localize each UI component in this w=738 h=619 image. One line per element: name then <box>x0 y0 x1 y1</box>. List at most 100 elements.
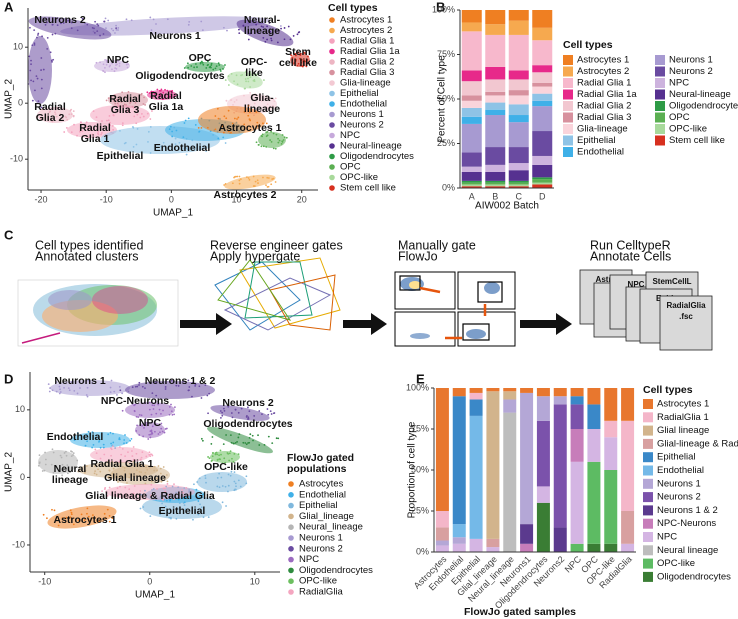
x-axis-label: UMAP_1 <box>135 590 175 601</box>
cell-dot <box>125 442 128 444</box>
legend-label: Neurons 2 <box>299 543 343 554</box>
bar-segment <box>508 147 529 164</box>
legend-swatch <box>655 101 665 111</box>
cell-dot <box>157 465 160 467</box>
cell-dot <box>210 62 213 65</box>
cell-dot <box>247 442 249 444</box>
cell-dot <box>111 62 113 65</box>
cell-dot <box>218 486 221 489</box>
cell-dot <box>41 470 44 472</box>
legend-marker <box>288 578 294 584</box>
cell-dot <box>270 413 273 415</box>
cell-dot <box>188 20 191 23</box>
cell-dot <box>131 455 134 457</box>
cell-dot <box>150 480 153 483</box>
cell-dot <box>135 415 138 418</box>
cell-dot <box>151 404 154 407</box>
bar-segment <box>461 107 482 117</box>
cell-dot <box>245 416 248 418</box>
cell-dot <box>84 444 87 447</box>
cell-dot <box>201 439 204 442</box>
bar-segment <box>536 388 550 397</box>
bar-segment <box>520 524 534 544</box>
cell-dot <box>256 29 259 31</box>
cell-dot <box>200 506 203 509</box>
cell-dot <box>70 131 73 134</box>
cell-dot <box>300 61 303 64</box>
cell-dot <box>225 99 228 102</box>
cell-dot <box>72 523 75 526</box>
cell-dot <box>149 433 152 436</box>
cell-dot <box>227 473 230 476</box>
cell-dot <box>282 139 285 141</box>
cell-dot <box>160 88 163 91</box>
bar-segment <box>485 66 506 80</box>
legend-label: Endothelial <box>577 147 624 158</box>
bar-segment <box>461 81 482 96</box>
cell-dot <box>50 463 53 466</box>
cell-dot <box>46 47 49 50</box>
bar-segment <box>461 184 482 187</box>
cell-dot <box>140 93 142 96</box>
cell-dot <box>133 485 136 487</box>
cell-cluster <box>94 60 130 72</box>
cell-dot <box>258 444 261 446</box>
cell-dot <box>224 64 226 66</box>
cell-dot <box>221 485 224 487</box>
cell-dot <box>224 79 227 81</box>
cell-dot <box>160 480 163 483</box>
cell-dot <box>267 413 270 416</box>
cell-dot <box>103 20 106 23</box>
cell-dot <box>177 498 180 501</box>
cell-dot <box>219 70 222 72</box>
cell-dot <box>237 411 240 414</box>
cell-dot <box>194 63 197 65</box>
cell-cluster <box>67 122 117 138</box>
cell-dot <box>240 407 243 410</box>
bar-segment <box>604 543 618 552</box>
legend-swatch <box>563 124 573 134</box>
legend-marker <box>329 27 335 34</box>
cell-dot <box>86 395 89 398</box>
cell-dot <box>91 514 94 517</box>
cell-dot <box>221 501 224 504</box>
cell-dot <box>163 96 166 99</box>
cell-dot <box>101 490 103 493</box>
cell-dot <box>253 102 256 105</box>
legend-label: Epithelial <box>657 452 696 463</box>
bar-segment <box>570 429 584 462</box>
cell-dot <box>138 381 141 384</box>
cell-dot <box>37 100 40 103</box>
cell-dot <box>118 385 121 388</box>
bar-segment <box>485 79 506 92</box>
bar-segment <box>485 34 506 67</box>
cell-dot <box>126 61 129 64</box>
bar-segment <box>461 171 482 181</box>
cell-dot <box>173 413 176 416</box>
cell-dot <box>207 456 209 458</box>
cell-dot <box>186 62 189 65</box>
cell-dot <box>263 444 266 446</box>
bar-segment <box>508 104 529 116</box>
cell-dot <box>223 26 225 29</box>
cell-dot <box>253 415 256 417</box>
cell-dot <box>105 119 108 122</box>
bar-segment <box>485 147 506 165</box>
cell-dot <box>59 391 62 393</box>
cell-dot <box>227 75 230 78</box>
cell-dot <box>156 88 159 91</box>
cell-dot <box>161 98 164 101</box>
cell-dot <box>44 451 46 454</box>
cell-dot <box>76 432 79 434</box>
cell-dot <box>62 22 65 24</box>
cell-dot <box>236 440 238 443</box>
bar-segment <box>532 40 553 66</box>
cell-dot <box>225 117 228 120</box>
legend-marker <box>329 122 335 128</box>
bar-segment <box>508 79 529 91</box>
cell-dot <box>162 487 165 490</box>
cell-dot <box>132 145 135 148</box>
cell-dot <box>108 486 111 489</box>
cell-dot <box>185 147 187 150</box>
cell-dot <box>112 474 115 477</box>
